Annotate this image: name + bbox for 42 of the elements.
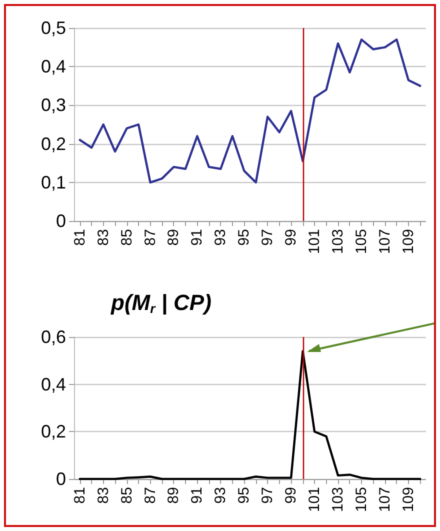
y-tick-label: 0,3 <box>40 95 66 116</box>
x-tick-label: 83 <box>94 487 112 504</box>
y-tick-label: 0,2 <box>40 134 66 154</box>
x-tick-label: 85 <box>118 229 136 246</box>
y-tick-label: 0 <box>56 211 66 231</box>
y-tick-label: 0,6 <box>40 327 66 347</box>
x-tick-label: 89 <box>165 229 182 246</box>
line-series <box>78 350 422 480</box>
x-tick-label: 109 <box>400 487 417 512</box>
y-tick-label: 0,4 <box>40 374 66 394</box>
x-tick-label: 103 <box>330 487 346 512</box>
x-tick-label: 95 <box>236 229 253 246</box>
x-tick-label: 93 <box>212 229 230 246</box>
x-tick-label: 107 <box>376 229 394 254</box>
x-tick-label: 99 <box>282 229 300 246</box>
x-tick-label: 103 <box>330 229 346 254</box>
x-tick-label: 109 <box>400 229 417 254</box>
x-tick-label: 83 <box>94 229 112 246</box>
x-tick-label: 87 <box>142 229 159 246</box>
x-tick-label: 105 <box>352 229 370 254</box>
x-tick-label: 87 <box>142 487 159 504</box>
x-tick-label: 101 <box>306 487 324 512</box>
x-tick-label: 97 <box>259 487 276 504</box>
y-tick-label: 0,2 <box>40 422 66 442</box>
x-tick-label: 97 <box>259 229 276 246</box>
x-tick-label: 95 <box>236 487 253 504</box>
x-tick-label: 93 <box>212 487 230 504</box>
x-tick-label: 89 <box>165 487 182 504</box>
x-tick-label: 81 <box>71 487 88 504</box>
y-tick-label: 0 <box>56 469 66 489</box>
x-tick-label: 91 <box>188 229 206 246</box>
x-tick-label: 107 <box>376 487 394 512</box>
x-tick-label: 85 <box>118 487 136 504</box>
y-tick-label: 0,5 <box>40 18 66 38</box>
x-tick-label: 101 <box>306 229 324 254</box>
x-tick-label: 99 <box>282 487 300 504</box>
line-series <box>78 38 422 184</box>
y-tick-label: 0,4 <box>40 56 66 77</box>
x-tick-label: 91 <box>188 487 206 504</box>
x-tick-label: 81 <box>71 229 88 246</box>
x-tick-label: 105 <box>352 487 370 512</box>
y-tick-label: 0,1 <box>40 172 66 192</box>
